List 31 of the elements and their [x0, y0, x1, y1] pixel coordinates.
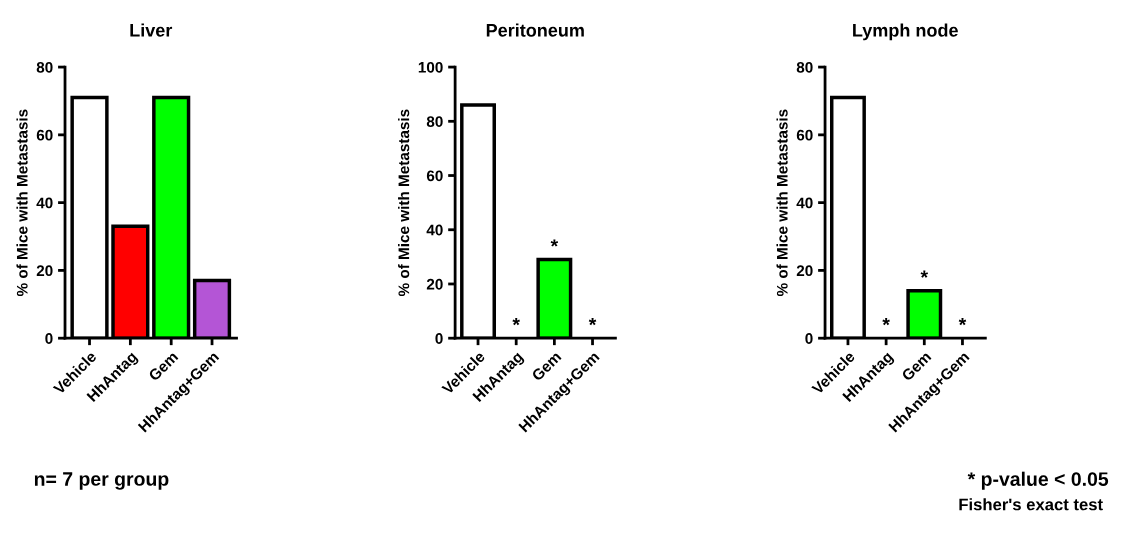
annotation: * [550, 239, 559, 247]
annotation: * [588, 318, 597, 326]
y-tick-label: 0 [435, 333, 443, 344]
text: * p-value < 0.05 [967, 471, 1109, 490]
y-tick-label: 40 [36, 197, 53, 209]
text: Fisher's exact test [959, 498, 1103, 511]
y-tick-label: 20 [36, 265, 53, 277]
annotation: * [920, 270, 929, 278]
y-tick-label: 0 [805, 333, 813, 344]
y-tick-label: 40 [796, 197, 813, 209]
y-axis-title: % of Mice with Metastasis [16, 109, 28, 297]
y-tick-label: 20 [796, 265, 813, 277]
y-tick-label: 60 [426, 170, 443, 182]
annotation: * [958, 318, 967, 326]
y-tick-label: 0 [45, 333, 53, 344]
y-tick-label: 100 [418, 61, 443, 73]
text: n= 7 per group [34, 472, 169, 490]
y-axis-title: % of Mice with Metastasis [776, 109, 788, 297]
y-tick-label: 80 [426, 116, 443, 127]
y-axis-title: % of Mice with Metastasis [398, 109, 410, 297]
y-tick-label: 40 [426, 224, 443, 236]
y-tick-label: 80 [796, 61, 813, 73]
y-tick-label: 60 [36, 129, 53, 141]
chart-title: Peritoneum [486, 23, 584, 37]
y-tick-label: 20 [426, 278, 443, 290]
y-tick-label: 80 [36, 61, 53, 73]
annotation: * [882, 318, 890, 326]
annotation: * [512, 318, 520, 326]
chart-title: Liver [130, 23, 173, 37]
chart-title: Lymph node [853, 23, 958, 41]
y-tick-label: 60 [796, 129, 813, 141]
